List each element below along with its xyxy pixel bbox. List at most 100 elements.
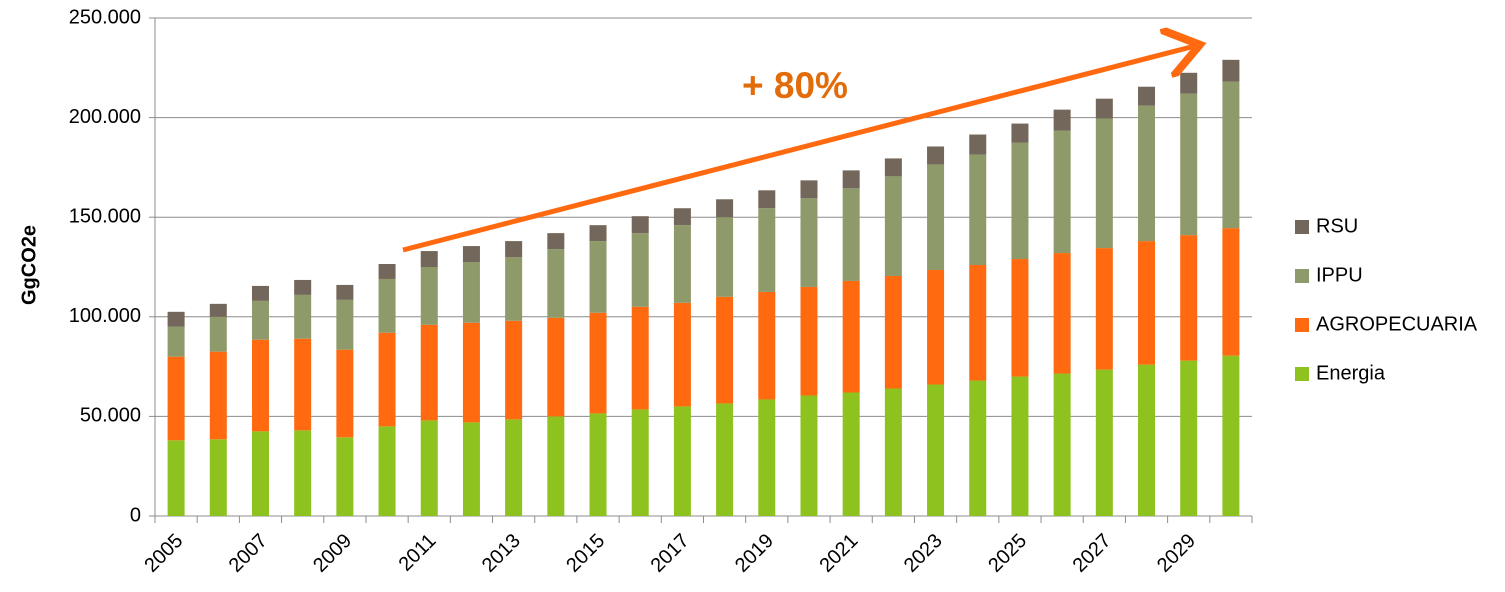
bar-segment: [1053, 253, 1071, 374]
bar-segment: [673, 406, 691, 516]
bar-segment: [631, 409, 649, 516]
bar-segment: [969, 265, 987, 381]
bar-segment: [800, 180, 818, 199]
bar-segment: [462, 246, 480, 263]
x-tick-label: 2025: [984, 530, 1031, 577]
bar-segment: [336, 284, 354, 300]
bar-segment: [927, 269, 945, 385]
bar-segment: [842, 280, 860, 393]
bar-segment: [1138, 364, 1156, 516]
bar-segment: [1180, 93, 1198, 236]
bar-segment: [758, 208, 776, 292]
bar-segment: [336, 349, 354, 438]
bar-segment: [884, 388, 902, 516]
bar-segment: [294, 430, 312, 516]
bar-segment: [378, 264, 396, 279]
x-tick-label: 2009: [309, 530, 356, 577]
bar-segment: [969, 134, 987, 155]
y-axis-label: GgCO2e: [18, 225, 40, 305]
bar-segment: [927, 384, 945, 516]
bar-segment: [378, 426, 396, 516]
bar-segment: [209, 351, 227, 440]
legend-label: RSU: [1316, 215, 1358, 237]
bar-segment: [1053, 109, 1071, 131]
x-tick-label: 2005: [140, 530, 187, 577]
x-tick-label: 2017: [647, 530, 694, 577]
bar-segment: [969, 380, 987, 516]
bar-segment: [1222, 59, 1240, 82]
legend-swatch: [1295, 367, 1309, 381]
x-tick-label: 2013: [478, 530, 525, 577]
x-tick-label: 2011: [395, 530, 441, 576]
x-tick-label: 2019: [731, 530, 778, 577]
bar-segment: [673, 225, 691, 303]
bar-segment: [336, 437, 354, 516]
bar-segment: [1011, 123, 1029, 143]
y-tick-label: 150.000: [69, 205, 141, 227]
bar-segment: [1053, 373, 1071, 516]
bar-segment: [505, 241, 523, 258]
bar-segment: [209, 439, 227, 516]
bar-segment: [462, 322, 480, 423]
legend-swatch: [1295, 269, 1309, 283]
bar-segment: [420, 420, 438, 516]
bar-segment: [758, 190, 776, 209]
bar-segment: [800, 198, 818, 287]
trend-arrow: [402, 46, 1195, 253]
bar-segment: [167, 356, 185, 441]
bar-segment: [842, 170, 860, 189]
bar-segment: [547, 416, 565, 516]
bar-segment: [505, 320, 523, 420]
legend-swatch: [1295, 318, 1309, 332]
bar-segment: [547, 249, 565, 318]
bar-segment: [673, 302, 691, 407]
bar-segment: [1011, 376, 1029, 516]
bar-segment: [1095, 98, 1113, 119]
bar-segment: [1180, 235, 1198, 361]
bar-segment: [716, 296, 734, 404]
legend-swatch: [1295, 220, 1309, 234]
bar-segment: [1138, 241, 1156, 365]
legend-label: AGROPECUARIA: [1316, 313, 1478, 335]
bar-segment: [927, 164, 945, 270]
bar-segment: [1222, 355, 1240, 516]
bar-segment: [800, 395, 818, 516]
bar-segment: [336, 299, 354, 350]
bar-segment: [1222, 228, 1240, 356]
bar-segment: [589, 413, 607, 516]
bar-segment: [673, 208, 691, 226]
bar-segment: [631, 216, 649, 234]
bar-segment: [1095, 369, 1113, 516]
bar-segment: [1011, 142, 1029, 260]
bar-segment: [547, 233, 565, 250]
bar-segment: [884, 158, 902, 177]
bar-segment: [167, 440, 185, 516]
x-tick-label: 2027: [1069, 530, 1116, 577]
bar-segment: [294, 294, 312, 339]
bar-segment: [1095, 118, 1113, 249]
bar-segment: [969, 154, 987, 266]
x-tick-label: 2021: [815, 530, 862, 577]
bar-segment: [758, 399, 776, 516]
annotation: + 80%: [742, 65, 848, 106]
bar-segment: [420, 267, 438, 325]
bar-segment: [251, 339, 269, 432]
bar-segment: [631, 233, 649, 307]
legend-label: Energia: [1316, 362, 1386, 384]
bar-segment: [378, 278, 396, 333]
bar-segment: [462, 422, 480, 516]
bar-segment: [884, 275, 902, 389]
bar-segment: [505, 257, 523, 321]
bar-segment: [209, 303, 227, 317]
bar-segment: [800, 286, 818, 396]
bar-segment: [842, 392, 860, 516]
bar-segment: [842, 188, 860, 281]
bar-segment: [547, 317, 565, 417]
bar-segment: [716, 199, 734, 218]
bar-segment: [631, 306, 649, 410]
bar-segment: [1180, 360, 1198, 516]
bar-segment: [758, 291, 776, 400]
bar-segment: [716, 403, 734, 516]
